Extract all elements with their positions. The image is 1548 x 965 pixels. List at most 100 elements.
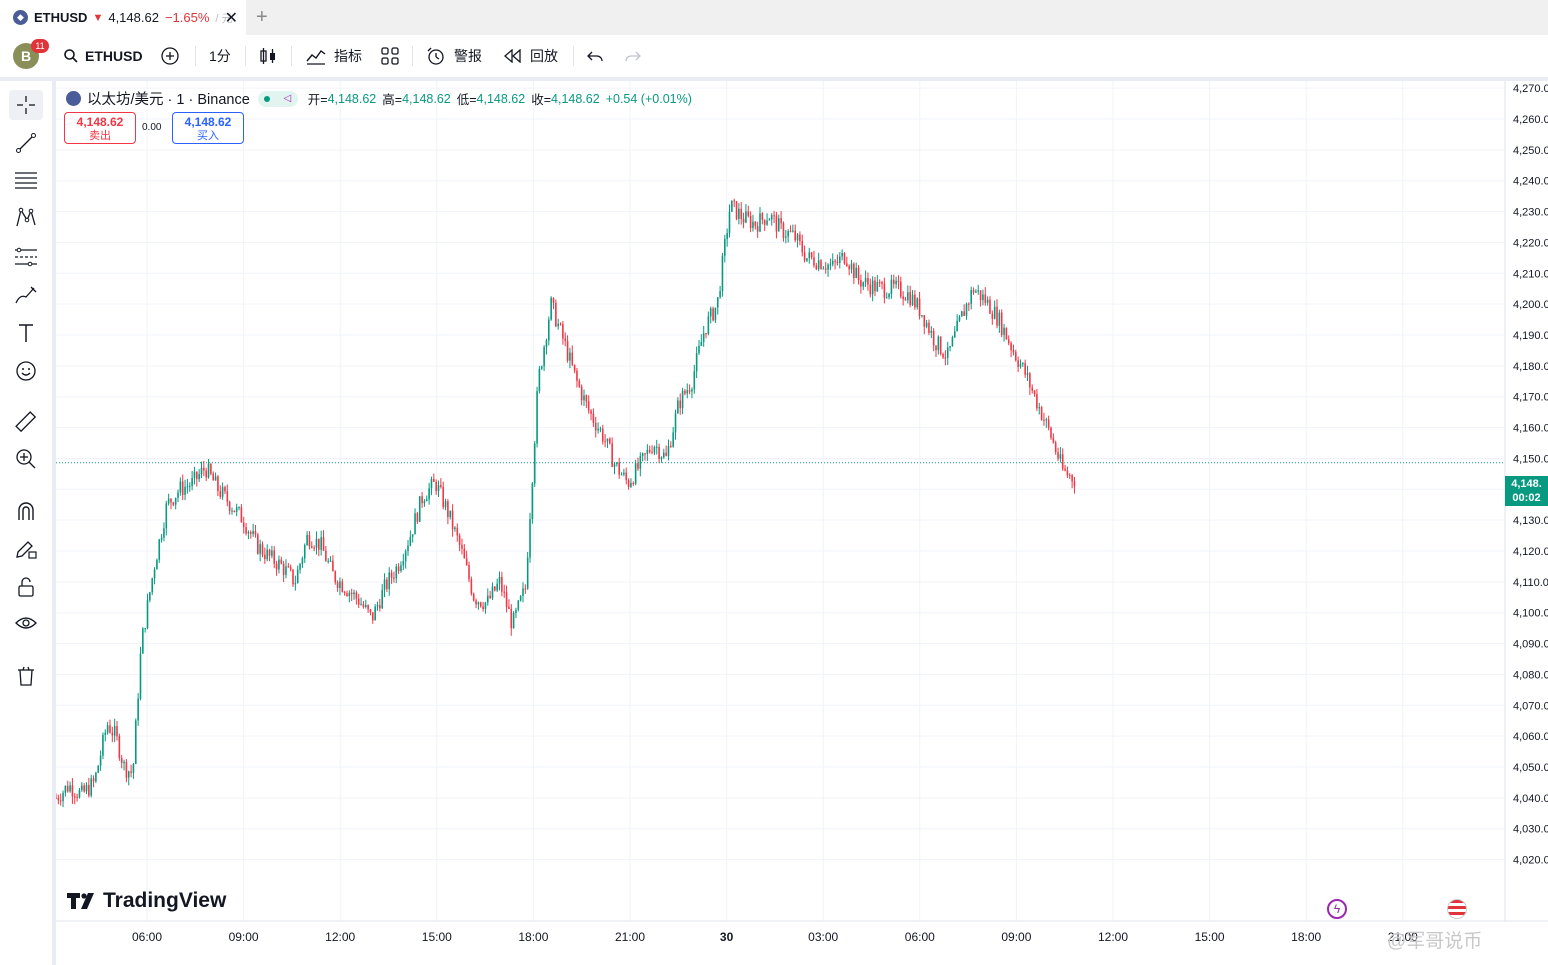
candle-body bbox=[1045, 419, 1048, 421]
candle-body bbox=[264, 554, 266, 560]
lock-all-tool[interactable] bbox=[9, 572, 43, 602]
layouts-button[interactable] bbox=[381, 35, 399, 77]
candle-body bbox=[1038, 407, 1041, 409]
search-icon bbox=[64, 49, 78, 63]
symbol-title[interactable]: 以太坊/美元 · 1 · Binance bbox=[87, 92, 250, 108]
candle-body bbox=[580, 386, 583, 401]
candle-body bbox=[205, 470, 207, 478]
compare-button[interactable] bbox=[160, 35, 180, 77]
candle-body bbox=[540, 366, 543, 369]
candle-body bbox=[609, 438, 611, 444]
candle-body bbox=[1033, 390, 1036, 395]
indicators-button[interactable]: 指标 bbox=[306, 35, 362, 77]
zoom-tool[interactable] bbox=[9, 444, 43, 474]
candle-body bbox=[369, 609, 372, 613]
us-flag-icon[interactable] bbox=[1447, 899, 1467, 919]
text-tool[interactable] bbox=[9, 318, 43, 348]
candle-body bbox=[69, 785, 71, 792]
brush-tool[interactable] bbox=[9, 280, 43, 310]
candle-body bbox=[372, 612, 374, 621]
candle-body bbox=[219, 490, 222, 497]
candle-body bbox=[740, 208, 743, 219]
candle-body bbox=[738, 208, 740, 219]
open-value: 4,148.62 bbox=[327, 91, 377, 106]
ethereum-icon: ◆ bbox=[13, 10, 28, 25]
candle-body bbox=[806, 258, 808, 261]
new-tab-icon[interactable]: + bbox=[256, 6, 268, 28]
candle-body bbox=[515, 609, 517, 614]
pencil-lock-icon bbox=[16, 541, 37, 559]
chart-type-button[interactable] bbox=[259, 35, 277, 77]
pattern-tool[interactable] bbox=[9, 203, 43, 233]
candle-body bbox=[569, 352, 571, 361]
candle-body bbox=[249, 532, 252, 534]
lock-drawing-tool[interactable] bbox=[9, 534, 43, 564]
x-tick-label: 15:00 bbox=[422, 930, 452, 944]
candle-body bbox=[1064, 468, 1066, 471]
market-status-pill[interactable]: ◁ bbox=[257, 90, 298, 107]
candle-body bbox=[470, 579, 473, 594]
interval-button[interactable]: 1分 bbox=[209, 48, 231, 64]
candle-body bbox=[848, 265, 850, 270]
candle-body bbox=[242, 522, 245, 528]
measure-tool[interactable] bbox=[9, 407, 43, 437]
chart-legend: 以太坊/美元 · 1 · Binance ◁ 开= 4,148.62 高= 4,14… bbox=[66, 88, 698, 109]
candle-body bbox=[400, 565, 402, 571]
candle-body bbox=[320, 537, 322, 550]
candle-body bbox=[418, 496, 421, 522]
lightning-icon[interactable]: ϟ bbox=[1327, 899, 1347, 919]
candle-body bbox=[660, 457, 663, 460]
price-chart[interactable]: 4,270.0 4,260.0 4,250.0 4,240.0 4,230.0 4,220… bbox=[56, 81, 1548, 965]
hide-drawings-tool[interactable] bbox=[9, 609, 43, 639]
candle-body bbox=[634, 463, 637, 484]
candle-body bbox=[449, 510, 452, 518]
delete-drawings-tool[interactable] bbox=[9, 661, 43, 691]
tradingview-logo[interactable]: TradingView bbox=[67, 889, 226, 913]
candle-body bbox=[132, 764, 135, 773]
candle-body bbox=[1007, 339, 1010, 344]
candle-body bbox=[637, 463, 639, 469]
candle-body bbox=[785, 236, 787, 238]
undo-button[interactable] bbox=[587, 35, 603, 77]
magnet-tool[interactable] bbox=[9, 496, 43, 526]
candle-body bbox=[437, 485, 440, 492]
sell-button[interactable]: 4,148.62 卖出 bbox=[64, 112, 136, 144]
candle-body bbox=[111, 732, 114, 736]
candle-body bbox=[968, 303, 970, 305]
candle-body bbox=[855, 267, 858, 279]
brand-name: TradingView bbox=[103, 889, 227, 912]
forecast-tool[interactable] bbox=[9, 242, 43, 272]
candle-body bbox=[838, 256, 841, 263]
redo-button[interactable] bbox=[625, 35, 641, 77]
candle-body bbox=[644, 453, 646, 455]
candle-body bbox=[322, 537, 325, 551]
share-icon: ◁ bbox=[283, 93, 292, 104]
browser-tab[interactable]: ◆ ETHUSD ▼ 4,148.62 −1.65% / 元 ✕ bbox=[0, 0, 246, 35]
candle-body bbox=[238, 507, 240, 509]
crosshair-tool[interactable] bbox=[9, 90, 43, 120]
undo-icon bbox=[587, 51, 603, 62]
buy-button[interactable]: 4,148.62 买入 bbox=[172, 112, 244, 144]
candle-body bbox=[918, 298, 921, 317]
candle-body bbox=[653, 447, 656, 453]
candle-body bbox=[728, 211, 731, 234]
symbol-search-button[interactable]: ETHUSD bbox=[63, 35, 143, 77]
close-tab-icon[interactable]: ✕ bbox=[224, 10, 238, 27]
alerts-button[interactable]: 警报 bbox=[426, 35, 482, 77]
candle-body bbox=[109, 725, 111, 733]
x-tick-label: 03:00 bbox=[808, 930, 838, 944]
trend-line-tool[interactable] bbox=[9, 128, 43, 158]
candle-body bbox=[590, 410, 592, 414]
candle-body bbox=[247, 532, 250, 534]
candle-body bbox=[332, 560, 334, 572]
fib-tool[interactable] bbox=[9, 166, 43, 196]
candle-body bbox=[829, 264, 832, 266]
icons-tool[interactable] bbox=[9, 356, 43, 386]
candle-body bbox=[888, 293, 890, 298]
candle-body bbox=[310, 546, 313, 548]
replay-button[interactable]: 回放 bbox=[504, 35, 558, 77]
candle-body bbox=[761, 213, 764, 220]
candle-body bbox=[597, 428, 599, 431]
candle-body bbox=[186, 486, 189, 488]
candle-body bbox=[498, 576, 501, 584]
